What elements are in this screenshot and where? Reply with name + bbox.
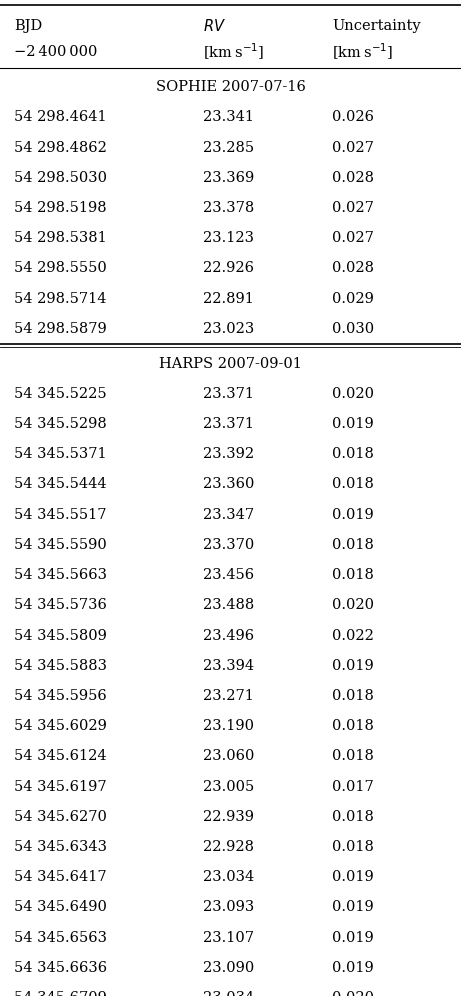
- Text: 0.019: 0.019: [332, 961, 374, 975]
- Text: 54 345.6270: 54 345.6270: [14, 810, 106, 824]
- Text: 23.034: 23.034: [203, 871, 254, 884]
- Text: 0.019: 0.019: [332, 900, 374, 914]
- Text: 54 298.4862: 54 298.4862: [14, 140, 106, 154]
- Text: 0.026: 0.026: [332, 111, 374, 124]
- Text: 54 345.5298: 54 345.5298: [14, 417, 106, 431]
- Text: 54 298.5198: 54 298.5198: [14, 201, 106, 215]
- Text: 23.285: 23.285: [203, 140, 254, 154]
- Text: 54 298.5550: 54 298.5550: [14, 261, 106, 276]
- Text: 0.019: 0.019: [332, 871, 374, 884]
- Text: 23.369: 23.369: [203, 170, 254, 185]
- Text: 54 345.5956: 54 345.5956: [14, 689, 106, 703]
- Text: 54 345.5225: 54 345.5225: [14, 386, 106, 400]
- Text: 23.123: 23.123: [203, 231, 254, 245]
- Text: 23.488: 23.488: [203, 599, 254, 613]
- Text: 22.928: 22.928: [203, 840, 254, 854]
- Text: 54 345.5444: 54 345.5444: [14, 477, 106, 491]
- Text: [km s$^{-1}$]: [km s$^{-1}$]: [203, 42, 264, 62]
- Text: 54 345.6197: 54 345.6197: [14, 780, 106, 794]
- Text: 23.378: 23.378: [203, 201, 254, 215]
- Text: 0.018: 0.018: [332, 447, 374, 461]
- Text: 23.034: 23.034: [203, 991, 254, 996]
- Text: 23.060: 23.060: [203, 749, 254, 763]
- Text: 54 345.5883: 54 345.5883: [14, 658, 107, 672]
- Text: 0.027: 0.027: [332, 231, 374, 245]
- Text: 54 298.5030: 54 298.5030: [14, 170, 107, 185]
- Text: 54 345.6709: 54 345.6709: [14, 991, 106, 996]
- Text: 22.939: 22.939: [203, 810, 254, 824]
- Text: 23.190: 23.190: [203, 719, 254, 733]
- Text: 54 298.5381: 54 298.5381: [14, 231, 106, 245]
- Text: 23.392: 23.392: [203, 447, 254, 461]
- Text: 0.019: 0.019: [332, 508, 374, 522]
- Text: $RV$: $RV$: [203, 18, 226, 34]
- Text: 22.891: 22.891: [203, 292, 254, 306]
- Text: 0.027: 0.027: [332, 201, 374, 215]
- Text: 23.456: 23.456: [203, 568, 254, 582]
- Text: 54 345.6563: 54 345.6563: [14, 930, 107, 944]
- Text: 0.020: 0.020: [332, 599, 374, 613]
- Text: 0.018: 0.018: [332, 477, 374, 491]
- Text: SOPHIE 2007-07-16: SOPHIE 2007-07-16: [155, 80, 306, 95]
- Text: 23.371: 23.371: [203, 417, 254, 431]
- Text: 23.107: 23.107: [203, 930, 254, 944]
- Text: 0.018: 0.018: [332, 568, 374, 582]
- Text: 0.028: 0.028: [332, 170, 374, 185]
- Text: 23.023: 23.023: [203, 322, 254, 336]
- Text: 0.018: 0.018: [332, 719, 374, 733]
- Text: 54 298.4641: 54 298.4641: [14, 111, 106, 124]
- Text: 0.020: 0.020: [332, 991, 374, 996]
- Text: Uncertainty: Uncertainty: [332, 19, 420, 33]
- Text: 0.018: 0.018: [332, 749, 374, 763]
- Text: 0.028: 0.028: [332, 261, 374, 276]
- Text: 0.019: 0.019: [332, 930, 374, 944]
- Text: 54 345.6124: 54 345.6124: [14, 749, 106, 763]
- Text: 23.005: 23.005: [203, 780, 254, 794]
- Text: 54 345.5371: 54 345.5371: [14, 447, 106, 461]
- Text: 54 345.5809: 54 345.5809: [14, 628, 106, 642]
- Text: 54 298.5879: 54 298.5879: [14, 322, 106, 336]
- Text: 0.019: 0.019: [332, 658, 374, 672]
- Text: 23.341: 23.341: [203, 111, 254, 124]
- Text: 54 345.6343: 54 345.6343: [14, 840, 107, 854]
- Text: 23.371: 23.371: [203, 386, 254, 400]
- Text: 54 345.5663: 54 345.5663: [14, 568, 107, 582]
- Text: 0.018: 0.018: [332, 689, 374, 703]
- Text: 54 345.5517: 54 345.5517: [14, 508, 106, 522]
- Text: 23.090: 23.090: [203, 961, 254, 975]
- Text: 23.496: 23.496: [203, 628, 254, 642]
- Text: 0.017: 0.017: [332, 780, 374, 794]
- Text: 23.347: 23.347: [203, 508, 254, 522]
- Text: 54 345.5590: 54 345.5590: [14, 538, 106, 552]
- Text: 54 345.5736: 54 345.5736: [14, 599, 106, 613]
- Text: 0.018: 0.018: [332, 538, 374, 552]
- Text: 23.360: 23.360: [203, 477, 254, 491]
- Text: −2 400 000: −2 400 000: [14, 45, 97, 59]
- Text: 54 298.5714: 54 298.5714: [14, 292, 106, 306]
- Text: 0.022: 0.022: [332, 628, 374, 642]
- Text: 0.030: 0.030: [332, 322, 374, 336]
- Text: 0.027: 0.027: [332, 140, 374, 154]
- Text: 54 345.6490: 54 345.6490: [14, 900, 106, 914]
- Text: 23.394: 23.394: [203, 658, 254, 672]
- Text: 54 345.6029: 54 345.6029: [14, 719, 106, 733]
- Text: 54 345.6417: 54 345.6417: [14, 871, 106, 884]
- Text: [km s$^{-1}$]: [km s$^{-1}$]: [332, 42, 393, 62]
- Text: 22.926: 22.926: [203, 261, 254, 276]
- Text: 54 345.6636: 54 345.6636: [14, 961, 107, 975]
- Text: 23.271: 23.271: [203, 689, 254, 703]
- Text: 0.018: 0.018: [332, 840, 374, 854]
- Text: 0.029: 0.029: [332, 292, 374, 306]
- Text: 23.370: 23.370: [203, 538, 254, 552]
- Text: 0.020: 0.020: [332, 386, 374, 400]
- Text: 0.018: 0.018: [332, 810, 374, 824]
- Text: 0.019: 0.019: [332, 417, 374, 431]
- Text: BJD: BJD: [14, 19, 42, 33]
- Text: 23.093: 23.093: [203, 900, 254, 914]
- Text: HARPS 2007-09-01: HARPS 2007-09-01: [159, 357, 302, 371]
